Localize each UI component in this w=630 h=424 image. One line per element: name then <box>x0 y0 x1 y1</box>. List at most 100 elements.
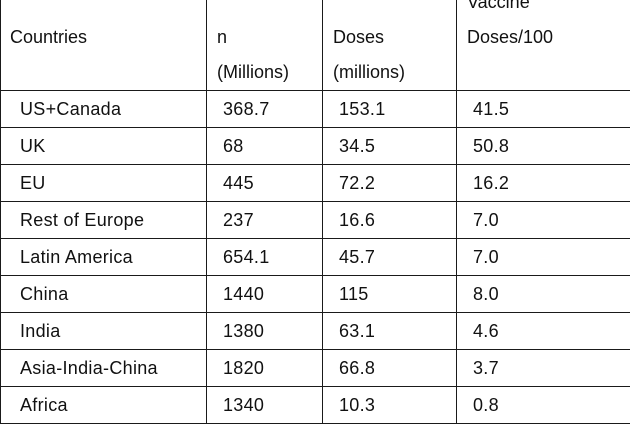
header-doses-line-1 <box>333 0 456 20</box>
region-name: India <box>20 321 61 342</box>
region-cell: US+Canada <box>1 91 207 128</box>
doses-per-100-value: 8.0 <box>473 284 499 305</box>
region-name: US+Canada <box>20 99 121 120</box>
table-row: EU 445 72.2 16.2 <box>1 165 630 202</box>
doses-per-100-value: 41.5 <box>473 99 509 120</box>
doses-value: 63.1 <box>339 321 375 342</box>
doses-per-100-cell: 4.6 <box>457 313 630 350</box>
header-doses-line-2: Doses <box>333 20 456 55</box>
doses-value: 10.3 <box>339 395 375 416</box>
doses-value: 45.7 <box>339 247 375 268</box>
doses-cell: 45.7 <box>323 239 457 276</box>
population-value: 237 <box>223 210 254 231</box>
region-name: Rest of Europe <box>20 210 144 231</box>
population-cell: 237 <box>207 202 323 239</box>
table-row: UK 68 34.5 50.8 <box>1 128 630 165</box>
region-cell: EU <box>1 165 207 202</box>
doses-cell: 72.2 <box>323 165 457 202</box>
header-countries-line-2: Countries <box>10 20 206 55</box>
header-population-line-2: n <box>217 20 322 55</box>
doses-value: 34.5 <box>339 136 375 157</box>
population-cell: 1440 <box>207 276 323 313</box>
population-value: 1340 <box>223 395 264 416</box>
doses-per-100-value: 4.6 <box>473 321 499 342</box>
doses-per-100-value: 7.0 <box>473 247 499 268</box>
doses-cell: 63.1 <box>323 313 457 350</box>
table-body: US+Canada 368.7 153.1 41.5 UK 68 34.5 50… <box>1 91 630 424</box>
table-row: Rest of Europe 237 16.6 7.0 <box>1 202 630 239</box>
region-cell: China <box>1 276 207 313</box>
doses-per-100-cell: 0.8 <box>457 387 630 424</box>
region-cell: Rest of Europe <box>1 202 207 239</box>
header-row: Countries n (Millions) Doses (mil <box>1 0 630 91</box>
population-value: 654.1 <box>223 247 270 268</box>
header-vaccine-doses-per-100: Vaccine Doses/100 <box>457 0 630 91</box>
population-cell: 1340 <box>207 387 323 424</box>
doses-value: 115 <box>339 284 369 305</box>
header-vaccine-line-3 <box>467 55 630 90</box>
header-countries-line-3 <box>10 55 206 90</box>
doses-per-100-value: 50.8 <box>473 136 509 157</box>
region-name: EU <box>20 173 46 194</box>
population-cell: 445 <box>207 165 323 202</box>
population-value: 1820 <box>223 358 264 379</box>
region-cell: Asia-India-China <box>1 350 207 387</box>
header-population-line-1 <box>217 0 322 20</box>
table-row: US+Canada 368.7 153.1 41.5 <box>1 91 630 128</box>
doses-value: 153.1 <box>339 99 386 120</box>
table-row: India 1380 63.1 4.6 <box>1 313 630 350</box>
population-value: 1440 <box>223 284 264 305</box>
region-name: Asia-India-China <box>20 358 158 379</box>
doses-cell: 66.8 <box>323 350 457 387</box>
table-header: Countries n (Millions) Doses (mil <box>1 0 630 91</box>
table-row: Latin America 654.1 45.7 7.0 <box>1 239 630 276</box>
doses-per-100-value: 16.2 <box>473 173 509 194</box>
doses-cell: 10.3 <box>323 387 457 424</box>
header-population: n (Millions) <box>207 0 323 91</box>
doses-per-100-value: 3.7 <box>473 358 499 379</box>
region-name: China <box>20 284 69 305</box>
header-doses-line-3: (millions) <box>333 55 456 90</box>
table-row: China 1440 115 8.0 <box>1 276 630 313</box>
population-value: 445 <box>223 173 254 194</box>
region-cell: India <box>1 313 207 350</box>
region-cell: Africa <box>1 387 207 424</box>
population-value: 368.7 <box>223 99 270 120</box>
doses-per-100-cell: 8.0 <box>457 276 630 313</box>
population-cell: 1820 <box>207 350 323 387</box>
doses-per-100-cell: 7.0 <box>457 239 630 276</box>
doses-value: 72.2 <box>339 173 375 194</box>
doses-per-100-value: 0.8 <box>473 395 499 416</box>
doses-cell: 115 <box>323 276 457 313</box>
population-cell: 368.7 <box>207 91 323 128</box>
doses-cell: 34.5 <box>323 128 457 165</box>
doses-value: 16.6 <box>339 210 375 231</box>
region-name: Latin America <box>20 247 133 268</box>
doses-value: 66.8 <box>339 358 375 379</box>
table-row: Africa 1340 10.3 0.8 <box>1 387 630 424</box>
header-population-line-3: (Millions) <box>217 55 322 90</box>
population-value: 1380 <box>223 321 264 342</box>
header-vaccine-line-1: Vaccine <box>467 0 630 20</box>
region-name: UK <box>20 136 46 157</box>
region-cell: UK <box>1 128 207 165</box>
doses-per-100-cell: 3.7 <box>457 350 630 387</box>
population-cell: 1380 <box>207 313 323 350</box>
doses-per-100-cell: 50.8 <box>457 128 630 165</box>
doses-cell: 16.6 <box>323 202 457 239</box>
doses-per-100-cell: 16.2 <box>457 165 630 202</box>
doses-cell: 153.1 <box>323 91 457 128</box>
population-cell: 68 <box>207 128 323 165</box>
population-value: 68 <box>223 136 244 157</box>
region-cell: Latin America <box>1 239 207 276</box>
region-name: Africa <box>20 395 68 416</box>
header-doses: Doses (millions) <box>323 0 457 91</box>
doses-per-100-cell: 41.5 <box>457 91 630 128</box>
doses-per-100-value: 7.0 <box>473 210 499 231</box>
population-cell: 654.1 <box>207 239 323 276</box>
header-countries: Countries <box>1 0 207 91</box>
header-vaccine-line-2: Doses/100 <box>467 20 630 55</box>
doses-per-100-cell: 7.0 <box>457 202 630 239</box>
